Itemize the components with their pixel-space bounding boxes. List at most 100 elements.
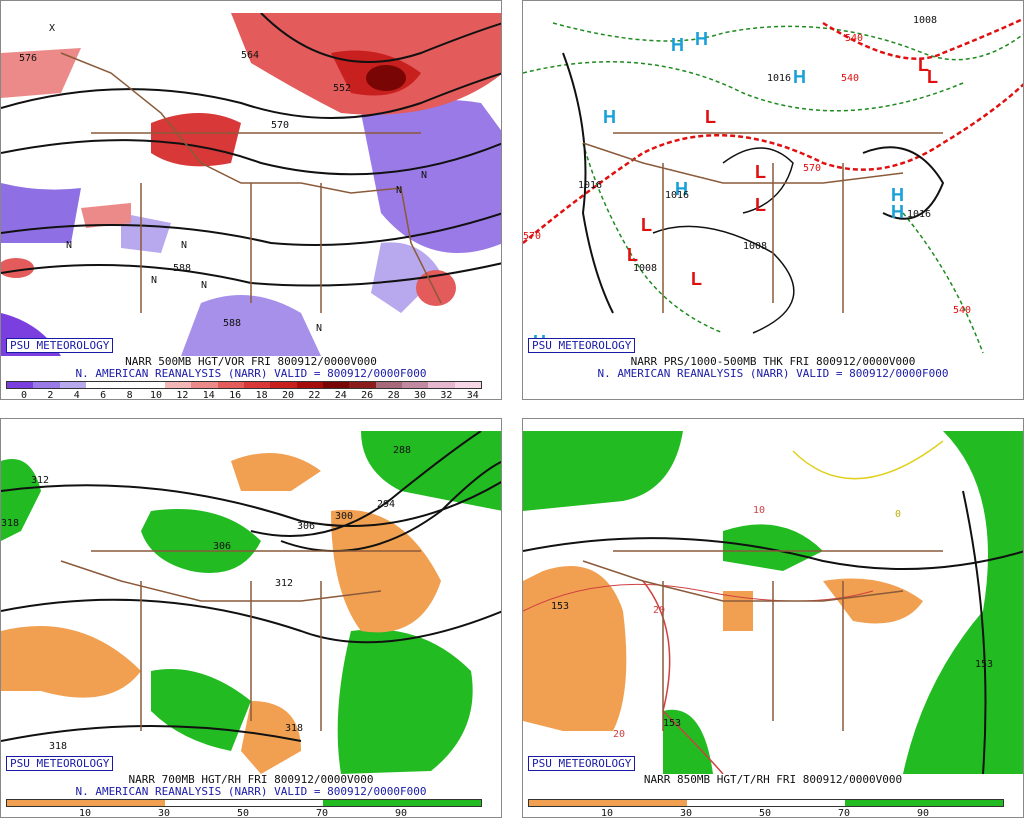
colorbar-tick: 30 <box>157 808 171 818</box>
p1-n1: N <box>66 240 72 251</box>
colorbar-tick: 10 <box>78 808 92 818</box>
colorbar-swatch <box>454 382 481 388</box>
colorbar-tick: 50 <box>236 808 250 818</box>
p4-label-0: 0 <box>895 509 901 520</box>
p3-label-312b: 312 <box>275 578 293 589</box>
colorbar-swatch <box>112 382 139 388</box>
p4-label-20a: 20 <box>653 605 665 616</box>
p3-label-294: 294 <box>377 499 395 510</box>
panel-title-line1: NARR 850MB HGT/T/RH FRI 800912/0000V000 <box>643 773 903 786</box>
rh-colorbar <box>6 799 482 807</box>
colorbar-tick: 6 <box>100 390 107 400</box>
colorbar-tick: 32 <box>440 390 453 400</box>
p1-label-588a: 588 <box>173 263 191 274</box>
low-pressure-marker-2: L <box>927 67 938 87</box>
p3-label-318a: 318 <box>1 518 19 529</box>
low-pressure-marker-8: L <box>691 269 702 289</box>
p1-label-588b: 588 <box>223 318 241 329</box>
colorbar-swatch <box>217 382 244 388</box>
p1-label-576: 576 <box>19 53 37 64</box>
map-pressure-thickness: H H H H H H H H L L L L L L L L 1016 101… <box>523 15 1023 354</box>
colorbar-tick: 16 <box>229 390 242 400</box>
p1-n4: N <box>396 185 402 196</box>
map-700mb: 312 318 306 306 300 294 288 312 318 318 <box>1 431 501 774</box>
p3-label-318c: 318 <box>49 741 67 752</box>
low-pressure-marker-5: L <box>755 195 766 215</box>
high-pressure-marker-3: H <box>603 107 616 127</box>
p2-label-1016c: 1016 <box>767 73 791 84</box>
colorbar-swatch <box>85 382 113 388</box>
low-pressure-marker-1: L <box>918 55 929 75</box>
high-pressure-marker-6: H <box>891 185 904 205</box>
colorbar-tick: 26 <box>361 390 374 400</box>
p1-n5: N <box>316 323 322 334</box>
high-pressure-marker-4: H <box>793 67 806 87</box>
p4-label-153c: 153 <box>975 659 993 670</box>
colorbar-tick: 90 <box>394 808 408 818</box>
p3-label-312a: 312 <box>31 475 49 486</box>
p1-label-564: 564 <box>241 50 259 61</box>
p4-label-10: 10 <box>753 505 765 516</box>
colorbar-tick: 70 <box>315 808 329 818</box>
panel-title-line2: N. AMERICAN REANALYSIS (NARR) VALID = 80… <box>597 367 949 380</box>
colorbar-tick: 18 <box>255 390 268 400</box>
panel-title-line1: NARR 500MB HGT/VOR FRI 800912/0000V000 <box>125 355 377 368</box>
vorticity-colorbar-ticks: 0 2 4 6 8 10 12 14 16 18 20 22 24 26 28 30 32 34 <box>6 390 482 400</box>
colorbar-tick: 30 <box>679 808 693 818</box>
p2-label-570a: 570 <box>523 231 541 242</box>
colorbar-tick: 14 <box>202 390 215 400</box>
p2-label-540a: 540 <box>845 33 863 44</box>
p3-label-318b: 318 <box>285 723 303 734</box>
colorbar-tick: 28 <box>387 390 400 400</box>
panel-title-line1: NARR 700MB HGT/RH FRI 800912/0000V000 <box>128 773 374 786</box>
p3-label-300: 300 <box>335 511 353 522</box>
panel-title-line2: N. AMERICAN REANALYSIS (NARR) VALID = 80… <box>75 367 427 380</box>
p4-label-20b: 20 <box>613 729 625 740</box>
colorbar-swatch <box>33 382 60 388</box>
colorbar-swatch <box>428 382 455 388</box>
colorbar-tick: 30 <box>413 390 427 400</box>
low-pressure-marker-4: L <box>755 162 766 182</box>
colorbar-tick: 4 <box>73 390 80 400</box>
psu-badge: PSU METEOROLOGY <box>6 338 114 353</box>
high-pressure-marker-7: H <box>891 202 904 222</box>
colorbar-tick: 10 <box>149 390 163 400</box>
panel-pressure-thickness: H H H H H H H H L L L L L L L L 1016 101… <box>522 0 1024 400</box>
p3-label-306a: 306 <box>213 541 231 552</box>
colorbar-swatch <box>7 382 34 388</box>
psu-badge: PSU METEOROLOGY <box>6 756 114 771</box>
low-pressure-marker-7: L <box>627 245 638 265</box>
colorbar-tick: 0 <box>20 390 28 400</box>
psu-badge: PSU METEOROLOGY <box>528 756 636 771</box>
high-pressure-marker-5: H <box>675 179 688 199</box>
colorbar-tick: 34 <box>466 390 479 400</box>
colorbar-tick: 20 <box>281 390 295 400</box>
colorbar-swatch <box>322 382 350 388</box>
panel-700mb-rh: 312 318 306 306 300 294 288 312 318 318 … <box>0 418 502 818</box>
colorbar-tick: 70 <box>837 808 851 818</box>
vorticity-colorbar <box>6 381 482 389</box>
p2-label-540c: 540 <box>953 305 971 316</box>
psu-badge: PSU METEOROLOGY <box>528 338 636 353</box>
colorbar-swatch <box>349 382 376 388</box>
colorbar-swatch <box>296 382 323 388</box>
p1-x: X <box>49 23 55 34</box>
rh-colorbar-ticks: 10 30 50 70 90 <box>528 808 1004 818</box>
p1-label-552: 552 <box>333 83 351 94</box>
colorbar-tick: 24 <box>334 390 347 400</box>
panel-title-line1: NARR PRS/1000-500MB THK FRI 800912/0000V… <box>630 355 916 368</box>
p2-label-1008b: 1008 <box>633 263 657 274</box>
p4-label-153a: 153 <box>551 601 569 612</box>
high-pressure-marker-2: H <box>695 29 708 49</box>
p4-label-153b: 153 <box>663 718 681 729</box>
colorbar-tick: 2 <box>47 390 54 400</box>
colorbar-swatch <box>59 382 86 388</box>
p3-label-306b: 306 <box>297 521 315 532</box>
p1-n2: N <box>181 240 187 251</box>
p2-label-1016b: 1016 <box>665 190 689 201</box>
panel-850mb-rh: 153 153 153 10 20 20 0 PSU METEOROLOGY N… <box>522 418 1024 818</box>
map-500mb: 576 564 552 570 588 588 N N N N N N N X <box>1 13 501 356</box>
colorbar-tick: 90 <box>916 808 930 818</box>
colorbar-tick: 50 <box>758 808 772 818</box>
p2-label-1008a: 1008 <box>743 241 767 252</box>
